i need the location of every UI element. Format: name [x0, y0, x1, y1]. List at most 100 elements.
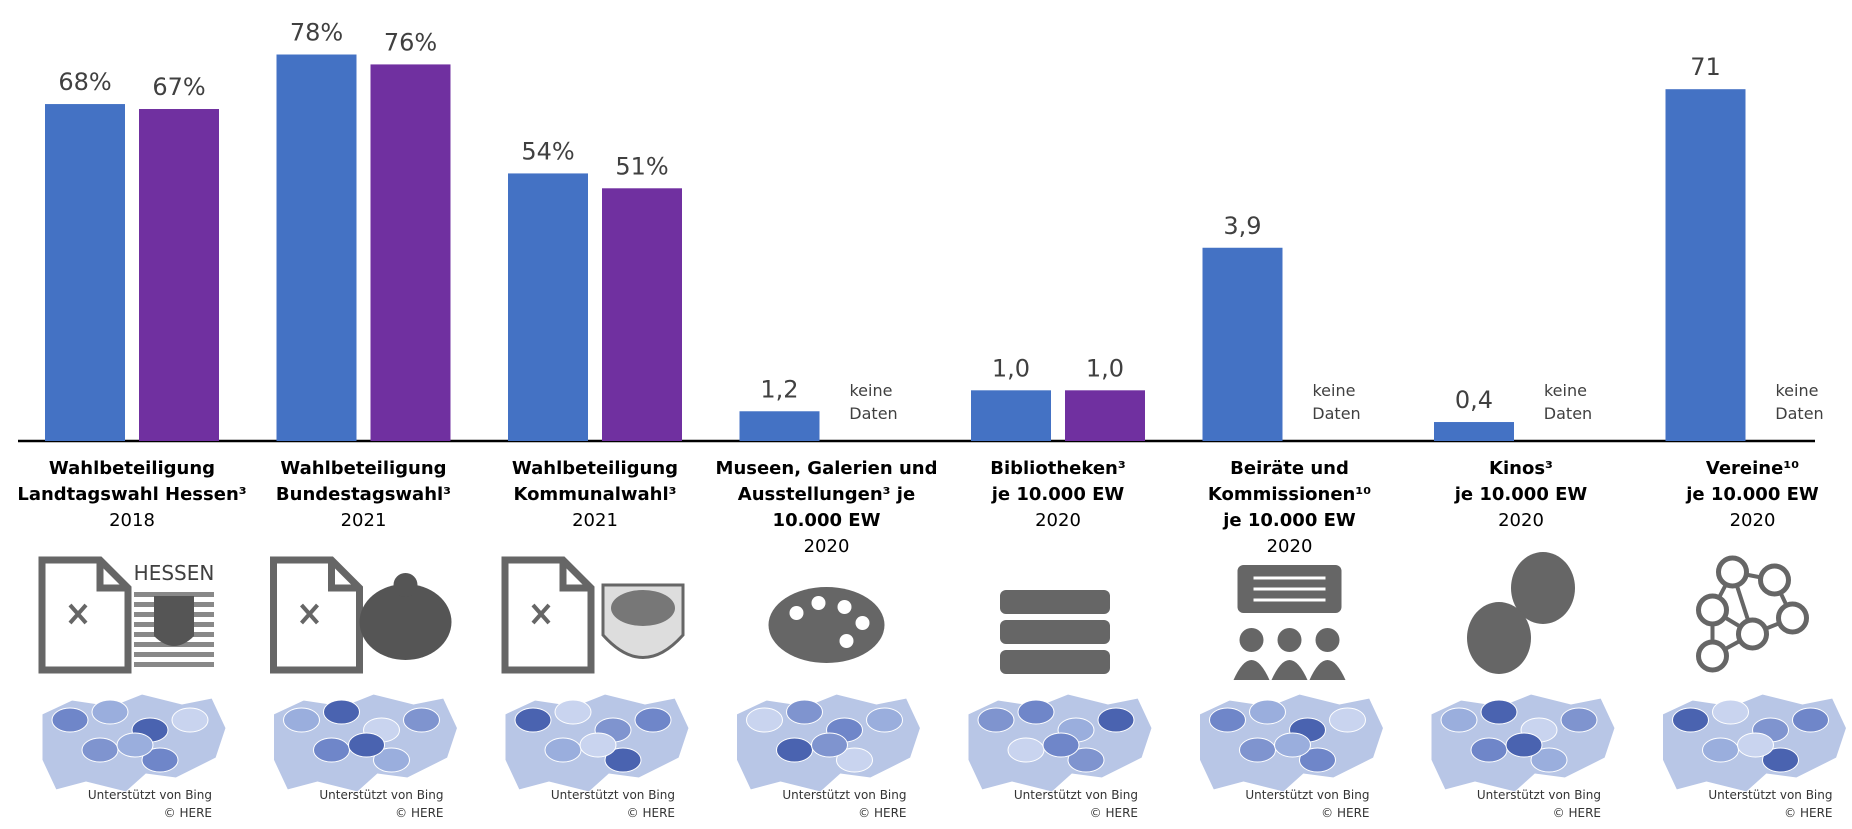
bar-group: 1,2 keine Daten Museen, Galerien und Ausste… — [716, 375, 938, 820]
map-credit: Unterstützt von Bing — [551, 788, 675, 802]
map-region — [1712, 699, 1749, 725]
category-label: je 10.000 EW — [991, 484, 1125, 505]
icon-paint — [789, 606, 804, 620]
category-label: Landtagswahl Hessen³ — [17, 484, 246, 505]
map-region — [1097, 707, 1135, 733]
map-region — [1239, 737, 1276, 763]
icon-body — [1233, 660, 1270, 680]
year-label: 2020 — [804, 536, 850, 557]
map-copyright: © HERE — [627, 806, 675, 820]
icon-document — [38, 556, 132, 674]
map-region — [403, 707, 440, 733]
icon-node — [1776, 601, 1809, 635]
map-region — [116, 732, 154, 758]
icon-document — [270, 556, 363, 674]
map-region — [283, 707, 320, 733]
icon-x — [531, 603, 551, 625]
bar-group: 0,4 keine Daten Kinos³ je 10.000 EW 2020 Unte… — [1430, 381, 1616, 820]
icon-head — [1239, 628, 1264, 652]
icon-node — [1696, 593, 1729, 627]
year-label: 2021 — [341, 510, 387, 531]
bar-group: 68% 67% Wahlbeteiligung Landtagswahl Hessen… — [17, 68, 246, 820]
map-region — [1505, 732, 1543, 758]
map-region — [1274, 732, 1311, 758]
map-region — [836, 747, 873, 773]
bar — [139, 109, 219, 442]
category-label: je 10.000 EW — [1454, 484, 1588, 505]
map-region — [1042, 732, 1080, 758]
map-region — [1209, 707, 1246, 733]
icon-head — [1315, 628, 1340, 652]
value-label: 0,4 — [1455, 386, 1493, 414]
no-data-label: keine Daten — [1312, 381, 1360, 423]
icon-document — [501, 556, 595, 674]
map-copyright: © HERE — [1321, 806, 1369, 820]
icon-mask — [1467, 602, 1531, 674]
map-region — [776, 737, 813, 763]
year-label: 2020 — [1730, 510, 1776, 531]
bar — [739, 411, 820, 441]
category-label: je 10.000 EW — [1685, 484, 1819, 505]
value-label: 78% — [290, 19, 343, 47]
bar-group: 78% 76% Wahlbeteiligung Bundestagswahl³ 2021… — [270, 19, 459, 820]
value-label: 68% — [58, 68, 111, 96]
map-region — [313, 737, 350, 763]
category-label: Kommissionen¹⁰ — [1208, 484, 1371, 505]
map-region — [1560, 707, 1598, 733]
icon-head — [1277, 628, 1302, 652]
map-copyright: © HERE — [858, 806, 906, 820]
map-credit: Unterstützt von Bing — [1245, 788, 1369, 802]
map-region — [1530, 747, 1568, 773]
map-region — [1007, 737, 1045, 763]
icon-stripe — [134, 652, 214, 657]
map-region — [786, 699, 823, 725]
category-label: Beiräte und — [1230, 458, 1349, 479]
bar-group: 71 keine Daten Vereine¹⁰ je 10.000 EW 2020 Un… — [1662, 53, 1848, 820]
icon-eagle — [611, 590, 675, 626]
map-region — [604, 747, 642, 773]
map-credit: Unterstützt von Bing — [88, 788, 212, 802]
map-region — [141, 747, 179, 773]
map-credit: Unterstützt von Bing — [782, 788, 906, 802]
bar — [1202, 247, 1283, 441]
value-label: 76% — [384, 28, 437, 56]
map-region — [1440, 707, 1478, 733]
icon-palette — [768, 587, 885, 663]
map-region — [1017, 699, 1055, 725]
map-region — [1792, 707, 1829, 733]
icon-x — [300, 603, 319, 625]
map-region — [746, 707, 783, 733]
category-label: Wahlbeteiligung — [280, 458, 446, 479]
icon-node — [1716, 555, 1749, 589]
value-label: 67% — [152, 73, 205, 101]
map-region — [579, 732, 617, 758]
icon-node — [1696, 639, 1729, 673]
value-label: 1,0 — [1086, 354, 1124, 382]
year-label: 2020 — [1035, 510, 1081, 531]
bar — [276, 54, 357, 442]
map-region — [1299, 747, 1336, 773]
category-label: Museen, Galerien und — [716, 458, 938, 479]
icon-node — [1736, 617, 1769, 651]
category-label: Wahlbeteiligung — [512, 458, 678, 479]
map-region — [51, 707, 89, 733]
category-label: Kommunalwahl³ — [513, 484, 676, 505]
map-region — [514, 707, 552, 733]
category-label: Vereine¹⁰ — [1706, 458, 1799, 479]
map-copyright: © HERE — [1553, 806, 1601, 820]
value-label: 1,2 — [760, 375, 798, 403]
category-label: Bibliotheken³ — [990, 458, 1126, 479]
bar-group: 3,9 keine Daten Beiräte und Kommissionen¹⁰ j… — [1199, 212, 1385, 820]
map-region — [81, 737, 119, 763]
map-region — [634, 707, 672, 733]
icon-book — [1000, 650, 1110, 674]
map-copyright: © HERE — [1784, 806, 1832, 820]
map-region — [1672, 707, 1709, 733]
map-region — [1480, 699, 1518, 725]
map-region — [977, 707, 1015, 733]
map-region — [348, 732, 385, 758]
map-credit: Unterstützt von Bing — [1014, 788, 1138, 802]
map-region — [171, 707, 209, 733]
